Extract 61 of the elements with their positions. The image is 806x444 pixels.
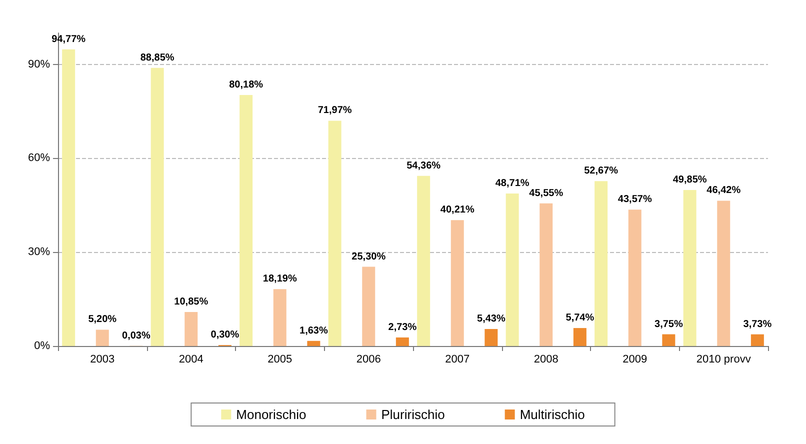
legend-label: Multirischio [520,407,585,422]
data-label: 88,85% [140,52,174,64]
data-label: 5,74% [566,312,594,324]
x-tick-label: 2006 [356,354,381,366]
data-label: 46,42% [706,185,741,196]
data-label: 52,67% [584,166,618,177]
data-label: 49,85% [672,174,707,186]
legend-label: Monorischio [236,407,306,422]
bar [540,203,553,346]
data-label: 25,30% [352,251,386,262]
bar [307,340,320,346]
x-tick-label: 2008 [534,354,558,366]
bar [750,334,764,346]
bar [594,181,608,346]
x-tick-label: 2007 [445,354,470,366]
y-tick-label: 30% [28,246,50,258]
data-label: 0,30% [210,330,240,341]
bar [396,337,409,346]
data-label: 80,18% [229,80,264,91]
legend-label: Pluririschio [381,407,445,422]
bar [484,329,498,346]
data-label: 2,73% [388,322,417,333]
bar [662,334,676,346]
bar [573,328,586,346]
bar [150,68,164,346]
x-tick-label: 2004 [178,354,204,366]
x-tick-label: 2003 [90,354,115,366]
data-label: 5,20% [88,314,117,326]
bar [506,194,519,346]
data-label: 45,55% [529,188,564,199]
bar [683,190,696,346]
data-label: 0,03% [122,330,150,342]
x-tick-label: 2009 [622,354,648,366]
bar [184,312,198,346]
bar [450,220,464,346]
bar [273,289,286,346]
y-tick-label: 60% [28,152,50,164]
y-tick-label: 0% [34,340,50,352]
data-label: 40,21% [440,204,474,216]
x-tick-label: 2010 provv [696,354,752,366]
data-label: 94,77% [52,34,86,45]
bar [328,120,342,346]
bar [96,330,109,346]
y-tick-label: 90% [28,58,50,70]
data-label: 48,71% [495,178,530,190]
data-label: 43,57% [618,194,652,206]
data-label: 71,97% [318,105,352,116]
x-tick-label: 2005 [268,354,292,366]
data-label: 54,36% [406,160,441,172]
bar [417,176,430,346]
data-label: 3,75% [654,318,683,330]
data-label: 5,43% [476,314,506,325]
bar [628,210,642,346]
data-label: 18,19% [262,274,297,285]
bar [240,95,253,346]
data-label: 3,73% [743,318,772,330]
bar [362,266,376,346]
data-label: 10,85% [174,296,208,308]
data-label: 1,63% [299,325,328,336]
bar [717,200,730,346]
bar [62,49,76,346]
